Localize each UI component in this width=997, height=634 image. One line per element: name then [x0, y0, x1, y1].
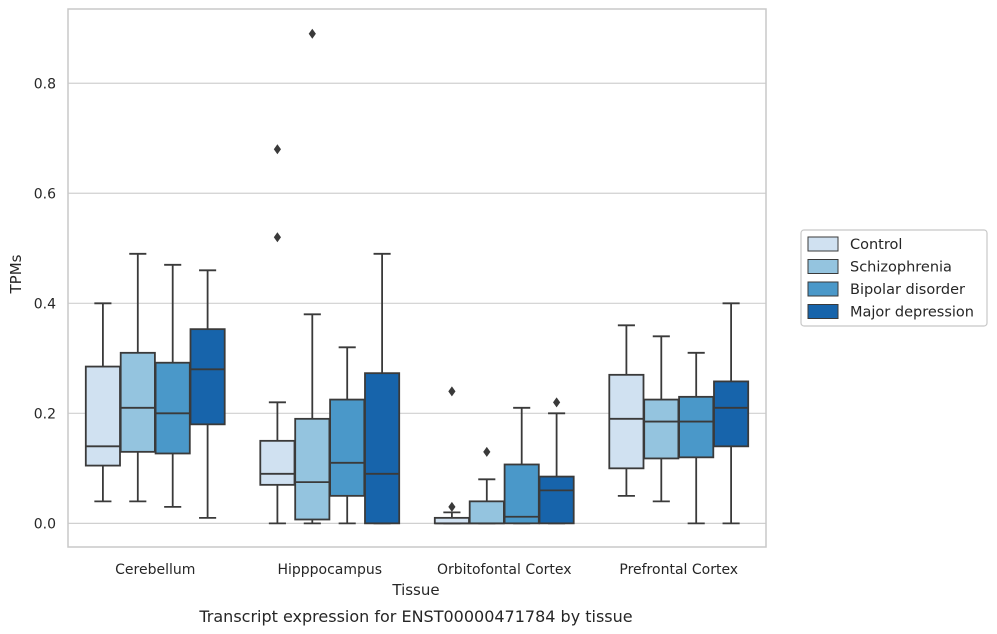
- plot-frame: [67, 8, 767, 548]
- x-tick-label: Orbitofontal Cortex: [437, 562, 572, 578]
- box-major-depression: [538, 397, 575, 525]
- box-iqr: [468, 500, 505, 525]
- box-major-depression: [364, 252, 401, 525]
- box-iqr: [678, 395, 715, 459]
- legend-label: Major depression: [850, 305, 974, 321]
- box-control: [259, 144, 296, 525]
- outlier-point: [273, 144, 281, 155]
- y-tick-label: 0.6: [34, 186, 56, 202]
- legend-swatch: [807, 236, 839, 252]
- x-tick-label: Cerebellum: [115, 562, 195, 578]
- y-tick-label: 0.8: [34, 76, 56, 92]
- legend-label: Bipolar disorder: [850, 282, 965, 298]
- box-major-depression: [189, 269, 226, 519]
- box-iqr: [713, 380, 750, 448]
- x-ticks: Cerebellum Hipppocampus Orbitofontal Corte…: [115, 562, 738, 578]
- box-iqr: [364, 372, 401, 525]
- box-iqr: [329, 398, 366, 497]
- box-schizophrenia: [294, 28, 331, 525]
- y-tick-label: 0.0: [34, 516, 56, 532]
- legend-label: Schizophrenia: [850, 260, 952, 276]
- box-schizophrenia: [119, 252, 156, 503]
- box-bipolar-disorder: [678, 351, 715, 525]
- box-control: [433, 386, 470, 525]
- x-tick-label: Prefrontal Cortex: [619, 562, 738, 578]
- box-iqr: [503, 463, 540, 525]
- box-iqr: [84, 365, 121, 467]
- x-tick-label: Hipppocampus: [277, 562, 382, 578]
- box-schizophrenia: [468, 446, 505, 525]
- y-axis-label: TPMs: [7, 254, 25, 294]
- legend-swatch: [807, 281, 839, 297]
- box-control: [608, 324, 645, 497]
- box-iqr: [294, 417, 331, 521]
- outlier-point: [273, 232, 281, 243]
- box-iqr: [643, 398, 680, 460]
- box-schizophrenia: [643, 335, 680, 503]
- y-ticks: 0.0 0.2 0.4 0.6 0.8: [34, 76, 56, 532]
- legend-swatch: [807, 259, 839, 274]
- legend-swatch: [807, 304, 839, 319]
- box-bipolar-disorder: [503, 406, 540, 525]
- outlier-point: [483, 446, 491, 457]
- y-tick-label: 0.2: [34, 406, 56, 422]
- box-control: [84, 302, 121, 503]
- box-iqr: [154, 361, 191, 455]
- y-tick-label: 0.4: [34, 296, 56, 312]
- outlier-point: [448, 501, 456, 512]
- legend: Control Schizophrenia Bipolar disorder Majo…: [800, 229, 988, 327]
- legend-frame: [800, 229, 988, 327]
- outlier-point: [448, 386, 456, 397]
- box-iqr: [608, 373, 645, 470]
- chart-caption: Transcript expression for ENST0000047178…: [198, 607, 632, 626]
- boxes: [84, 28, 750, 525]
- x-axis-label: Tissue: [391, 581, 439, 599]
- box-iqr: [538, 475, 575, 525]
- box-bipolar-disorder: [154, 263, 191, 508]
- box-major-depression: [713, 302, 750, 525]
- box-bipolar-disorder: [329, 346, 366, 525]
- legend-label: Control: [850, 237, 902, 253]
- box-iqr: [189, 328, 226, 426]
- outlier-point: [308, 28, 316, 39]
- outlier-point: [553, 397, 561, 408]
- box-iqr: [119, 351, 156, 453]
- box-iqr: [259, 439, 296, 486]
